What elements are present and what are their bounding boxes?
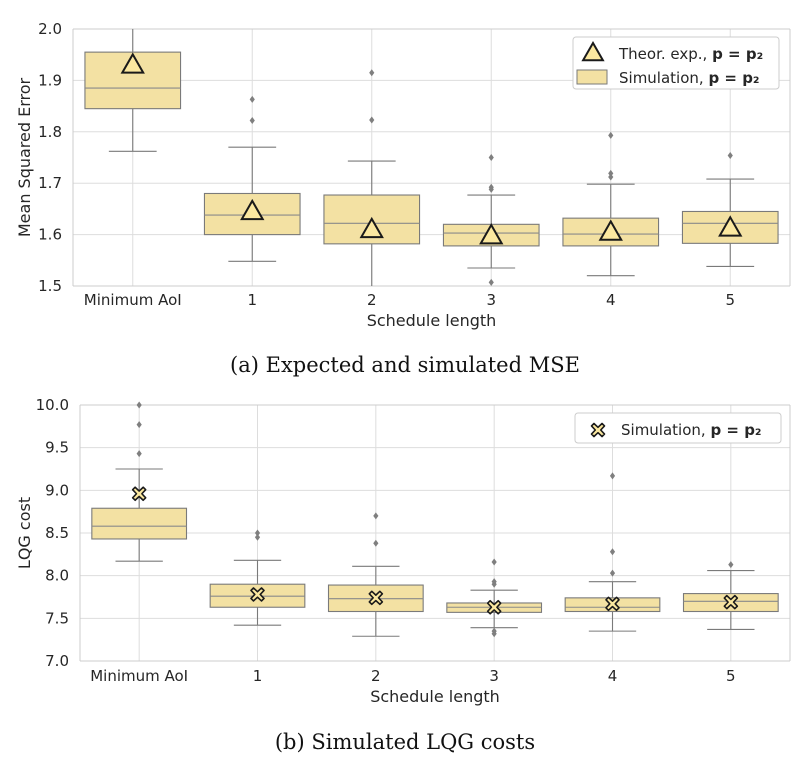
legend-x-icon xyxy=(590,422,606,438)
simulation-mean-marker xyxy=(723,594,739,610)
box xyxy=(91,507,188,540)
outlier-point xyxy=(249,116,255,124)
y-tick-label: 7.0 xyxy=(45,652,69,670)
x-axis-label: Schedule length xyxy=(370,687,500,706)
theoretical-expectation-marker xyxy=(718,215,743,237)
outlier-point xyxy=(254,529,261,537)
legend-formula: p = p₂ xyxy=(712,45,763,63)
x-tick-label: Minimum AoI xyxy=(90,667,188,685)
outlier-point xyxy=(136,401,142,409)
legend-formula: p = p₂ xyxy=(708,69,759,87)
x-tick-label: 2 xyxy=(371,667,381,685)
outlier-point xyxy=(608,169,614,177)
outlier-point xyxy=(491,627,497,635)
y-tick-label: 1.8 xyxy=(38,123,62,141)
y-tick-label: 7.5 xyxy=(45,609,69,627)
outlier-point xyxy=(609,569,616,577)
legend-box xyxy=(574,412,782,444)
simulation-mean-marker xyxy=(131,486,147,502)
figure-caption: (a) Expected and simulated MSE xyxy=(230,353,580,377)
theoretical-expectation-marker xyxy=(240,198,265,221)
x-tick-label: 3 xyxy=(489,667,499,685)
y-tick-label: 9.5 xyxy=(45,439,69,457)
x-tick-label: 1 xyxy=(253,667,263,685)
outlier-point xyxy=(369,69,375,77)
outlier-point xyxy=(136,421,142,429)
x-tick-label: 3 xyxy=(486,291,496,309)
outlier-point xyxy=(608,131,614,139)
outlier-point xyxy=(369,116,375,124)
y-tick-label: 1.6 xyxy=(38,226,62,244)
x-tick-label: 1 xyxy=(247,291,257,309)
outlier-point xyxy=(491,578,497,586)
x-tick-label: 4 xyxy=(608,667,618,685)
y-axis-label: LQG cost xyxy=(15,497,34,569)
legend-label: Simulation, p = p₂ xyxy=(621,421,762,439)
x-tick-label: Minimum AoI xyxy=(84,291,182,309)
chart-panel-mse xyxy=(72,28,791,287)
legend-label: Simulation, p = p₂ xyxy=(619,69,760,87)
outlier-point xyxy=(609,548,616,556)
legend-triangle-icon xyxy=(581,40,605,62)
x-axis-label: Schedule length xyxy=(367,311,497,330)
theoretical-expectation-marker xyxy=(479,223,504,245)
outlier-point xyxy=(609,472,616,480)
x-tick-label: 4 xyxy=(606,291,616,309)
outlier-point xyxy=(488,154,494,161)
simulation-mean-marker xyxy=(368,590,384,606)
outlier-point xyxy=(491,558,497,566)
outlier-point xyxy=(727,151,733,159)
x-tick-label: 5 xyxy=(725,291,735,309)
outlier-point xyxy=(373,539,379,547)
outlier-point xyxy=(488,183,494,191)
outlier-point xyxy=(488,278,494,286)
y-tick-label: 9.0 xyxy=(45,481,69,499)
outlier-point xyxy=(728,561,734,569)
outlier-point xyxy=(249,95,255,103)
simulation-mean-marker xyxy=(605,596,620,612)
outlier-point xyxy=(608,173,614,181)
legend-box-icon xyxy=(576,69,608,85)
theoretical-expectation-marker xyxy=(120,52,145,74)
x-tick-label: 5 xyxy=(726,667,736,685)
chart-panel-lqg xyxy=(79,401,791,662)
outlier-point xyxy=(136,450,142,458)
legend-box xyxy=(572,36,780,90)
outlier-point xyxy=(373,512,379,520)
y-tick-label: 8.0 xyxy=(45,567,69,585)
theoretical-expectation-marker xyxy=(598,219,623,241)
x-tick-label: 2 xyxy=(367,291,377,309)
legend-label: Theor. exp., p = p₂ xyxy=(618,45,763,63)
legend-formula: p = p₂ xyxy=(710,421,761,439)
y-tick-label: 10.0 xyxy=(36,396,69,414)
theoretical-expectation-marker xyxy=(359,216,384,239)
simulation-mean-marker xyxy=(250,587,265,602)
y-tick-label: 1.7 xyxy=(38,174,62,192)
outlier-point xyxy=(254,533,261,541)
y-axis-label: Mean Squared Error xyxy=(15,77,34,237)
y-tick-label: 2.0 xyxy=(38,20,62,38)
y-tick-label: 1.5 xyxy=(38,277,62,295)
y-tick-label: 1.9 xyxy=(38,71,62,89)
figure-caption: (b) Simulated LQG costs xyxy=(275,730,535,754)
y-tick-label: 8.5 xyxy=(45,524,69,542)
simulation-mean-marker xyxy=(486,599,502,615)
